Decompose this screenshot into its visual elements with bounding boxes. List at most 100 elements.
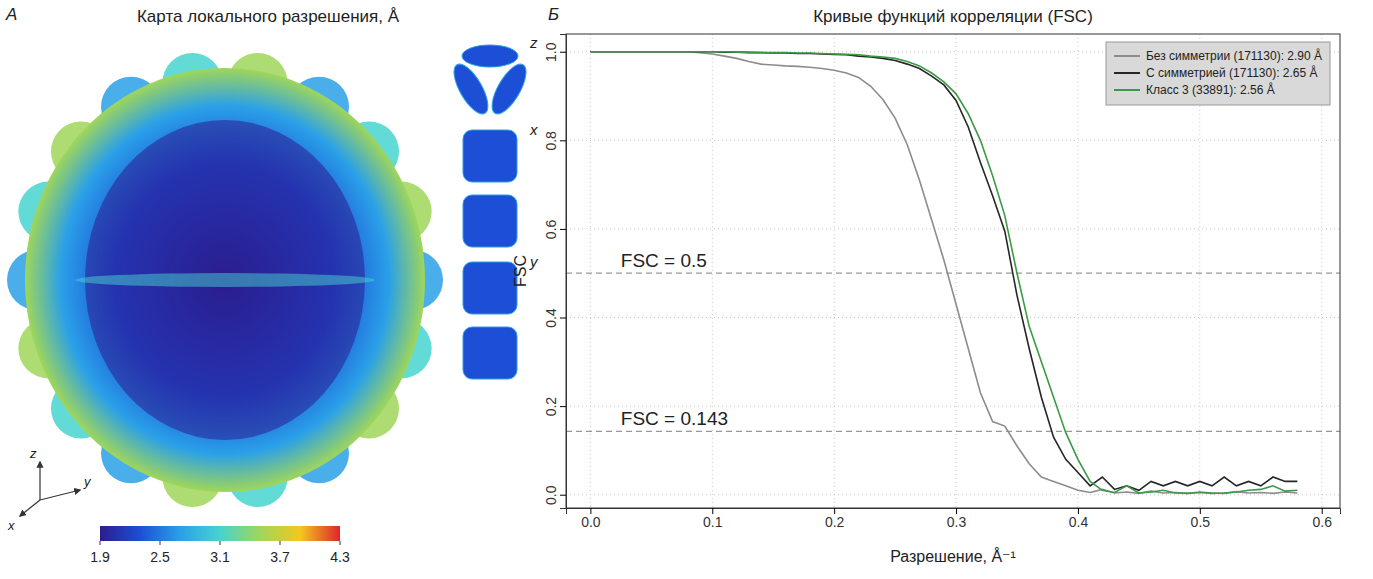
y-tick: 0.0 <box>543 485 566 505</box>
x-tick: 0.5 <box>1191 508 1211 530</box>
view-shape <box>463 130 517 182</box>
y-tick-label: 0.6 <box>543 219 559 239</box>
annotation-patch <box>619 250 709 271</box>
grid-line <box>590 34 591 508</box>
y-axis: 0.0 0.2 0.4 0.6 0.8 1.0 <box>543 35 567 509</box>
grid-line <box>712 34 713 508</box>
x-tick-label: 0.3 <box>947 514 967 530</box>
view-shape <box>462 45 518 67</box>
y-tick: 0.4 <box>543 308 566 328</box>
y-tick-label: 1.0 <box>543 42 559 62</box>
y-tick-label: 0.0 <box>543 485 559 505</box>
views: z x y <box>447 34 539 379</box>
legend: Без симметрии (171130): 2.90 Å С симметри… <box>1106 42 1330 105</box>
view-label: y <box>529 253 539 270</box>
x-tick: 0.0 <box>581 508 601 530</box>
y-tick: 1.0 <box>543 42 566 62</box>
y-tick: 0.8 <box>543 131 566 151</box>
density-map <box>7 53 443 507</box>
colorbar-tick-label: 4.3 <box>330 549 350 565</box>
map-body <box>25 68 425 492</box>
colorbar-tick-label: 3.7 <box>270 549 290 565</box>
legend-box <box>1106 42 1330 105</box>
y-axis-line <box>560 35 567 509</box>
x-tick: 0.4 <box>1069 508 1089 530</box>
triad-arrow <box>20 500 40 516</box>
reference-line <box>566 273 1340 274</box>
y-tick-mark <box>560 318 566 319</box>
triad-arrow <box>40 490 80 500</box>
y-tick: 0.2 <box>543 397 566 417</box>
legend-label: Класс 3 (33891): 2.56 Å <box>1146 82 1275 97</box>
x-axis-title: Разрешение, Å⁻¹ <box>890 547 1016 565</box>
plot-frame <box>566 34 1340 508</box>
triad-arrow <box>39 462 40 500</box>
y-tick-mark <box>560 406 566 407</box>
y-tick: 0.6 <box>543 219 566 239</box>
y-tick-label: 0.2 <box>543 397 559 417</box>
y-tick-mark <box>560 52 566 53</box>
reference-lines <box>566 273 1340 431</box>
view-label: z <box>529 34 538 51</box>
view-shape <box>486 59 533 118</box>
view-label: x <box>529 121 538 138</box>
grid <box>566 34 1340 508</box>
series-line <box>590 52 1297 491</box>
x-tick: 0.1 <box>703 508 723 530</box>
x-tick-label: 0.4 <box>1069 514 1089 530</box>
x-tick-label: 0.0 <box>581 514 601 530</box>
x-tick-label: 0.5 <box>1191 514 1211 530</box>
grid-line <box>834 34 835 508</box>
legend-swatch <box>1114 55 1140 57</box>
x-tick-label: 0.6 <box>1312 514 1332 530</box>
x-tick: 0.2 <box>825 508 845 530</box>
reference-annotation: FSC = 0.5 <box>619 250 709 271</box>
grid-line <box>566 406 1340 407</box>
view-hole <box>480 68 500 88</box>
triad-label: x <box>7 518 15 533</box>
reference-label: FSC = 0.5 <box>621 250 707 271</box>
colorbar-tick <box>280 541 281 545</box>
y-axis-title: FSC <box>512 255 529 287</box>
grid-line <box>566 317 1340 318</box>
view-shape <box>447 59 494 118</box>
series-lines <box>590 52 1297 494</box>
colorbar-tick-label: 3.1 <box>210 549 230 565</box>
legend-swatch <box>1114 72 1140 74</box>
colorbar-tick <box>100 541 101 545</box>
x-tick-label: 0.1 <box>703 514 723 530</box>
panel-letter: А <box>5 5 17 24</box>
series-line <box>590 52 1297 494</box>
legend-label: Без симметрии (171130): 2.90 Å <box>1146 48 1322 63</box>
grid-line <box>566 140 1340 141</box>
view-shape <box>463 195 517 247</box>
colorbar <box>100 526 340 541</box>
panel-title: Карта локального разрешения, Å <box>137 7 400 26</box>
grid-line <box>1077 34 1078 508</box>
colorbar-tick-label: 2.5 <box>150 549 170 565</box>
y-tick-mark <box>560 229 566 230</box>
view-shape <box>463 327 517 379</box>
y-tick-mark <box>560 140 566 141</box>
y-tick-mark <box>560 495 566 496</box>
y-tick-label: 0.8 <box>543 131 559 151</box>
x-tick-label: 0.2 <box>825 514 845 530</box>
panel-letter: Б <box>548 5 559 24</box>
reference-annotation: FSC = 0.143 <box>619 408 730 429</box>
colorbar-tick <box>340 541 341 545</box>
legend-label: С симметрией (171130): 2.65 Å <box>1146 65 1318 80</box>
grid-line <box>566 494 1340 495</box>
colorbar-tick <box>160 541 161 545</box>
y-tick-label: 0.4 <box>543 308 559 328</box>
triad-label: z <box>29 446 37 461</box>
reference-label: FSC = 0.143 <box>621 408 728 429</box>
x-tick: 0.3 <box>947 508 967 530</box>
series-line <box>590 52 1297 494</box>
x-tick: 0.6 <box>1312 508 1332 530</box>
figure: АКарта локального разрешения, Åzxyzyx1.9… <box>0 0 1373 579</box>
view-shape <box>463 262 517 314</box>
colorbar-tick-label: 1.9 <box>90 549 110 565</box>
x-axis: 0.0 0.1 0.2 0.3 0.4 0.5 0.6 <box>567 508 1341 530</box>
legend-swatch <box>1114 89 1140 91</box>
map-band <box>75 273 375 287</box>
